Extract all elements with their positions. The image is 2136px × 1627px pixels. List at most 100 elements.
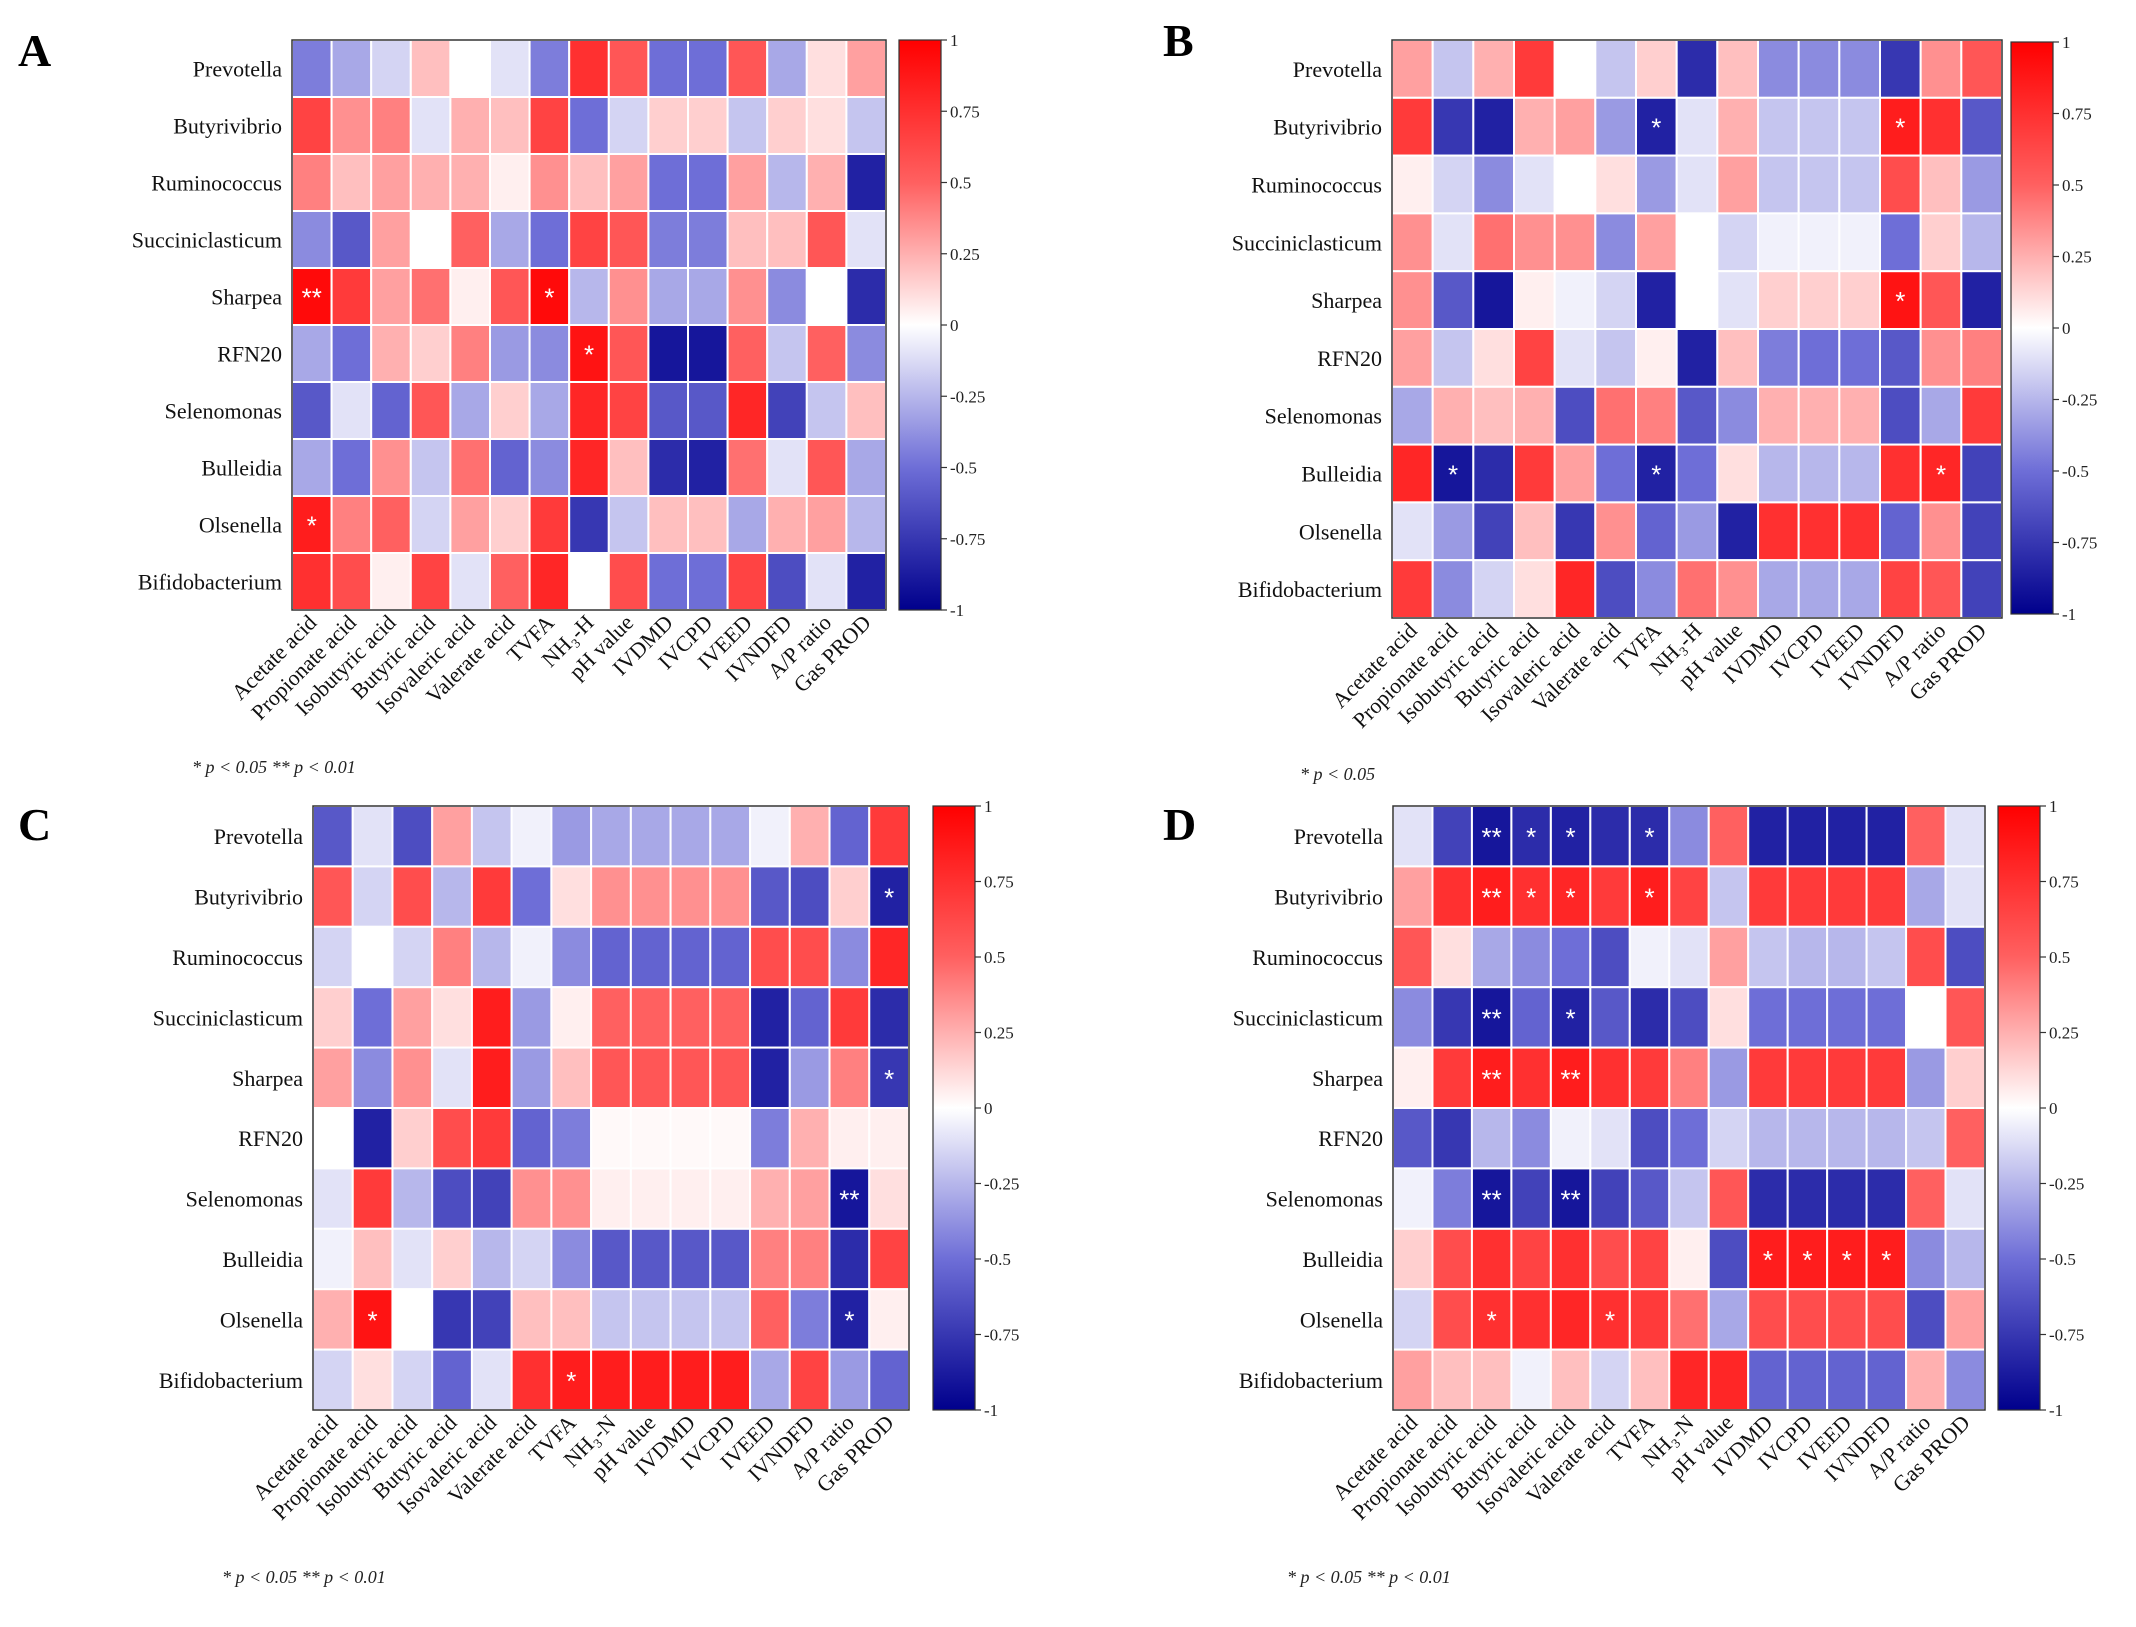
heatmap-cell xyxy=(1960,328,2003,388)
heatmap-cell xyxy=(1431,270,1475,331)
row-label: Butyrivibrio xyxy=(1273,115,1382,140)
heatmap-cell xyxy=(1757,443,1800,504)
heatmap-cell xyxy=(1919,385,1963,446)
significance-mark: * xyxy=(1644,883,1654,913)
heatmap-cell xyxy=(1707,1046,1750,1109)
heatmap-cell xyxy=(805,210,848,269)
heatmap-cell xyxy=(1391,39,1434,99)
heatmap-cell xyxy=(1594,385,1637,446)
colorbar xyxy=(898,39,942,611)
colorbar-tick-label: -1 xyxy=(2049,1401,2063,1420)
heatmap-cell xyxy=(1589,1348,1631,1411)
heatmap-cell xyxy=(528,210,571,269)
heatmap-cell xyxy=(1747,986,1789,1049)
heatmap-cell xyxy=(1879,212,1922,273)
heatmap-cell xyxy=(1589,1227,1631,1291)
colorbar-tick-label: -0.25 xyxy=(2049,1175,2084,1194)
colorbar-tick-label: -0.5 xyxy=(950,459,977,478)
heatmap-cell xyxy=(449,153,491,212)
row-label: Olsenella xyxy=(1299,519,1382,544)
heatmap-cell xyxy=(1675,385,1719,446)
heatmap-cell xyxy=(726,438,769,497)
heatmap-cell xyxy=(1747,1046,1789,1109)
significance-footnote: * p < 0.05 ** p < 0.01 xyxy=(1287,1567,1451,1587)
heatmap-cell xyxy=(510,1046,553,1109)
heatmap-cell xyxy=(391,925,434,989)
significance-mark: ** xyxy=(1482,822,1502,852)
heatmap-cell xyxy=(868,1107,911,1170)
colorbar-tick-label: 0.5 xyxy=(950,174,971,193)
heatmap-cell xyxy=(1594,328,1637,388)
heatmap-cell xyxy=(489,324,531,383)
heatmap-cell xyxy=(291,210,333,269)
heatmap-cell xyxy=(647,324,690,383)
heatmap-cell xyxy=(1905,865,1947,928)
heatmap-cell xyxy=(330,96,373,155)
heatmap-cell xyxy=(1797,385,1841,446)
heatmap-cell xyxy=(1549,1107,1592,1170)
heatmap-cell xyxy=(568,153,610,212)
significance-footnote: * p < 0.05 ** p < 0.01 xyxy=(222,1567,386,1587)
heatmap-cell xyxy=(788,1107,831,1170)
heatmap-cell xyxy=(1431,1046,1473,1109)
heatmap-cell xyxy=(1635,328,1678,388)
colorbar-tick-label: -0.25 xyxy=(984,1175,1019,1194)
heatmap-cell xyxy=(1675,443,1719,504)
heatmap-cell xyxy=(749,1046,791,1109)
heatmap-cell xyxy=(330,153,373,212)
heatmap-cell xyxy=(1757,559,1800,620)
heatmap-cell xyxy=(1944,1227,1987,1291)
row-label: Selenomonas xyxy=(165,399,282,424)
heatmap-cell xyxy=(470,1107,513,1170)
heatmap-cell xyxy=(449,324,491,383)
heatmap-cell xyxy=(1865,925,1908,989)
heatmap-cell xyxy=(766,210,808,269)
significance-mark: * xyxy=(1526,822,1536,852)
heatmap-cell xyxy=(1919,212,1963,273)
heatmap-cell xyxy=(1628,1107,1671,1170)
heatmap-cell xyxy=(1865,1046,1908,1109)
heatmap-cell xyxy=(528,324,571,383)
row-label: Bifidobacterium xyxy=(1238,577,1382,602)
heatmap-cell xyxy=(805,267,848,326)
heatmap-cell xyxy=(1797,270,1841,331)
heatmap-cell xyxy=(629,805,672,868)
significance-mark: * xyxy=(884,1064,894,1094)
significance-mark: * xyxy=(844,1305,854,1335)
heatmap-cell xyxy=(1392,986,1434,1049)
heatmap-cell xyxy=(1865,805,1908,868)
heatmap-cell xyxy=(709,1227,752,1291)
heatmap-cell xyxy=(607,153,650,212)
row-label: RFN20 xyxy=(1318,1126,1383,1151)
heatmap-cell xyxy=(1905,925,1947,989)
heatmap-cell xyxy=(1919,328,1963,388)
row-label: Bulleidia xyxy=(1302,1247,1383,1272)
heatmap-cell xyxy=(749,986,791,1049)
heatmap-cell xyxy=(1707,925,1750,989)
heatmap-cell xyxy=(1944,1348,1987,1411)
heatmap-cell xyxy=(1628,1348,1671,1411)
heatmap-cell xyxy=(1553,96,1597,157)
heatmap-cell xyxy=(1510,1167,1552,1230)
heatmap-cell xyxy=(590,986,632,1049)
heatmap-cell xyxy=(1865,1348,1908,1411)
heatmap-cell xyxy=(1392,1288,1434,1351)
heatmap-cell xyxy=(431,1227,473,1291)
heatmap-cell xyxy=(607,438,650,497)
heatmap-cell xyxy=(1797,96,1841,157)
significance-mark: * xyxy=(1566,822,1576,852)
heatmap-cell xyxy=(1919,501,1963,562)
heatmap-cell xyxy=(1786,805,1829,868)
significance-footnote: * p < 0.05 xyxy=(1300,764,1375,784)
heatmap-cell xyxy=(470,1227,513,1291)
heatmap-cell xyxy=(1391,154,1434,215)
heatmap-cell xyxy=(351,1348,394,1411)
heatmap-cell xyxy=(1960,501,2003,562)
heatmap-cell xyxy=(1431,1288,1473,1351)
heatmap-cell xyxy=(351,1107,394,1170)
heatmap-cell xyxy=(828,1107,871,1170)
heatmap-cell xyxy=(1553,501,1597,562)
heatmap-cell xyxy=(1826,986,1868,1049)
heatmap-cell xyxy=(590,805,632,868)
